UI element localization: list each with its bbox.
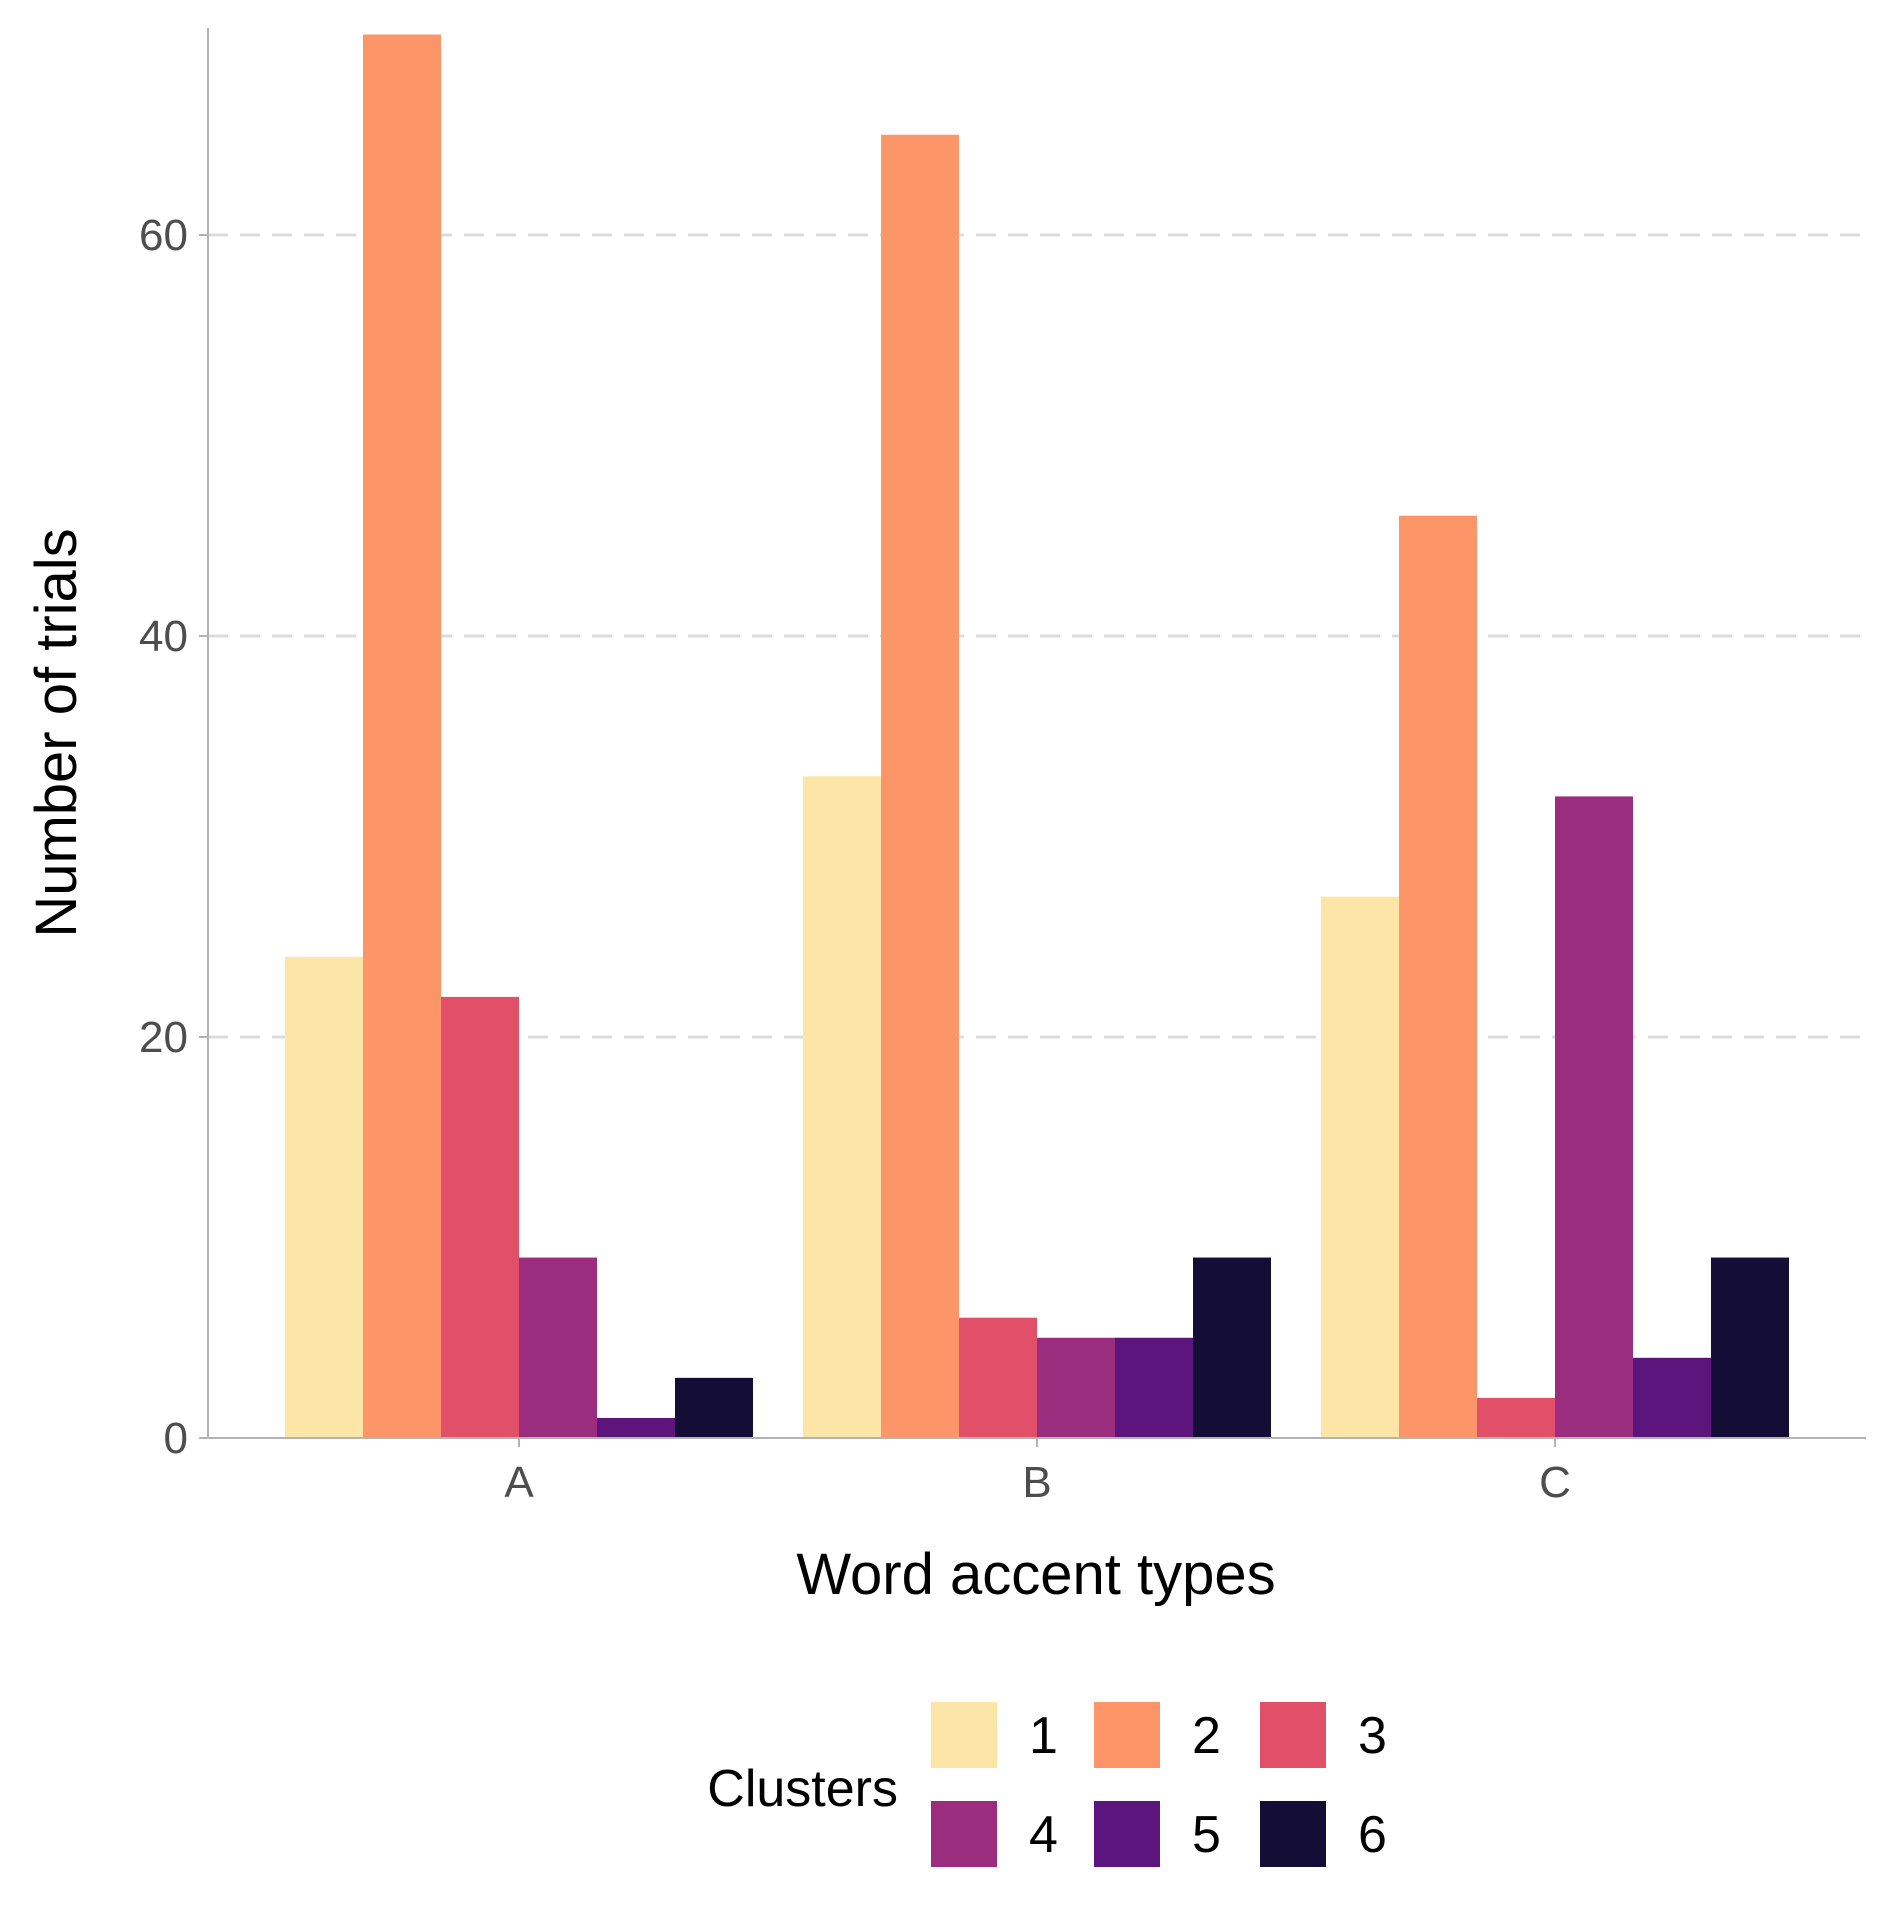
bar-B-cluster-6 [1193,1257,1271,1438]
legend: Clusters 1 2 3 4 5 6 [707,1702,1387,1867]
y-axis-title: Number of trials [24,528,89,937]
legend-label: 4 [1029,1806,1058,1864]
x-tick-label: A [504,1458,534,1507]
bar-C-cluster-1 [1321,896,1399,1438]
x-axis-title: Word accent types [796,1542,1275,1607]
bar-B-cluster-5 [1115,1337,1193,1438]
bar-C-cluster-5 [1633,1357,1711,1438]
bar-B-cluster-4 [1037,1337,1115,1438]
bar-A-cluster-4 [519,1257,597,1438]
x-tick-label: C [1539,1458,1571,1507]
legend-label: 3 [1358,1707,1387,1765]
bar-A-cluster-2 [363,34,441,1438]
bar-C-cluster-3 [1477,1397,1555,1438]
y-tick-label: 20 [139,1013,188,1062]
y-tick-label: 0 [164,1414,188,1463]
bar-C-cluster-6 [1711,1257,1789,1438]
legend-label: 1 [1029,1707,1058,1765]
legend-key-5 [1094,1801,1160,1867]
bar-A-cluster-3 [441,996,519,1438]
bar-B-cluster-1 [803,776,881,1438]
bar-B-cluster-2 [881,134,959,1438]
legend-label: 6 [1358,1806,1387,1864]
bar-B-cluster-3 [959,1317,1037,1438]
bar-A-cluster-5 [597,1417,675,1438]
bar-C-cluster-4 [1555,796,1633,1438]
legend-label: 2 [1192,1707,1221,1765]
y-tick-label: 40 [139,612,188,661]
x-tick-label: B [1022,1458,1051,1507]
x-axis-ticks: A B C [504,1438,1571,1507]
bar-A-cluster-6 [675,1377,753,1438]
legend-key-2 [1094,1702,1160,1768]
y-tick-label: 60 [139,211,188,260]
legend-key-1 [931,1702,997,1768]
bar-C-cluster-2 [1399,515,1477,1438]
legend-title: Clusters [707,1760,898,1818]
legend-key-3 [1260,1702,1326,1768]
legend-key-4 [931,1801,997,1867]
y-axis-ticks: 0 20 40 60 [139,211,208,1463]
legend-label: 5 [1192,1806,1221,1864]
bar-A-cluster-1 [285,956,363,1438]
bars [285,34,1789,1438]
legend-key-6 [1260,1801,1326,1867]
